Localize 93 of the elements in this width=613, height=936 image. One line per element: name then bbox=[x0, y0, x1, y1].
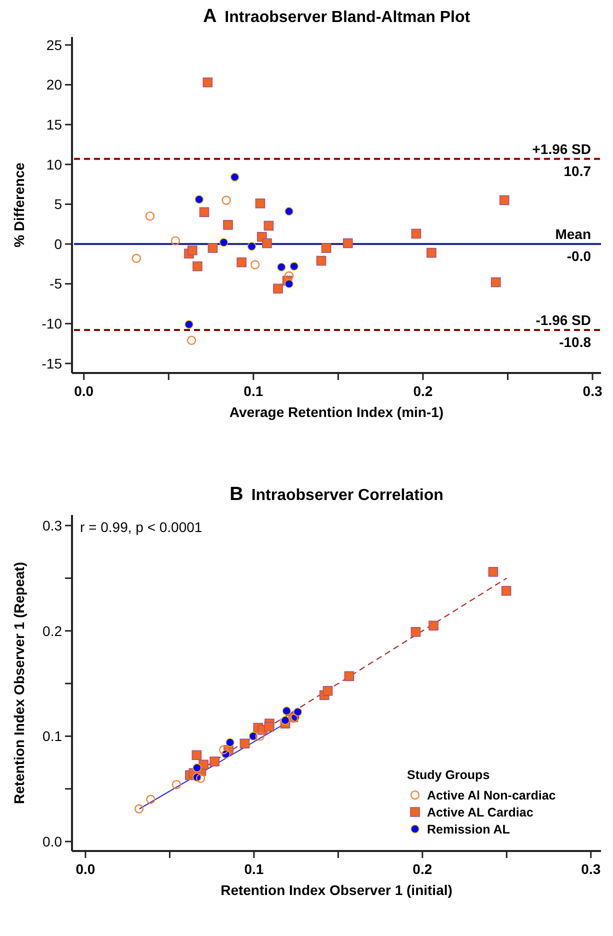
point bbox=[172, 780, 182, 790]
y-tick-label: 15 bbox=[46, 116, 62, 132]
chart-title: B Intraobserver Correlation bbox=[230, 484, 444, 505]
point bbox=[250, 260, 260, 270]
point bbox=[255, 732, 264, 741]
chart-title: A Intraobserver Bland-Altman Plot bbox=[202, 6, 471, 27]
x-tick-label: 0.1 bbox=[244, 861, 264, 877]
y-tick-label: 0.1 bbox=[42, 728, 62, 744]
point bbox=[236, 257, 246, 268]
point bbox=[202, 77, 213, 88]
x-tick-label: 0.3 bbox=[581, 861, 601, 877]
point bbox=[316, 256, 326, 266]
point bbox=[208, 243, 218, 253]
y-tick-label: -5 bbox=[50, 276, 62, 292]
point bbox=[240, 738, 250, 748]
y-tick-label: 5 bbox=[54, 196, 62, 212]
point bbox=[222, 196, 231, 205]
legend-label: Active Al Non-cardiac bbox=[427, 788, 556, 802]
annotation: -10.8 bbox=[559, 334, 592, 350]
point bbox=[280, 716, 290, 725]
ref-line-label: Mean bbox=[555, 226, 591, 242]
point bbox=[284, 279, 294, 288]
point bbox=[210, 756, 220, 766]
point bbox=[262, 238, 272, 248]
y-tick-label: 25 bbox=[46, 36, 62, 53]
point bbox=[293, 708, 302, 716]
y-tick-label: 0.3 bbox=[42, 517, 62, 534]
ref-line-label: +1.96 SD bbox=[532, 140, 591, 157]
legend-label: Remission AL bbox=[427, 822, 510, 836]
x-axis-title: Retention Index Observer 1 (initial) bbox=[220, 882, 452, 898]
y-tick-label: -15 bbox=[42, 355, 62, 372]
point bbox=[490, 277, 501, 288]
point bbox=[264, 220, 274, 231]
annotation: r = 0.99, p < 0.0001 bbox=[80, 519, 202, 535]
y-tick-label: -10 bbox=[42, 316, 62, 332]
x-tick-label: 0.0 bbox=[76, 861, 96, 877]
point bbox=[255, 198, 266, 208]
point bbox=[410, 627, 421, 637]
point bbox=[186, 336, 196, 345]
annotation: -0.0 bbox=[566, 248, 592, 264]
point bbox=[321, 243, 332, 253]
point bbox=[192, 763, 202, 772]
y-tick-label: 0 bbox=[54, 236, 62, 252]
x-tick-label: 0.3 bbox=[582, 383, 602, 399]
point bbox=[344, 671, 354, 682]
x-tick-label: 0.2 bbox=[412, 861, 432, 877]
point bbox=[132, 254, 142, 263]
point bbox=[146, 794, 156, 804]
point bbox=[264, 722, 274, 732]
ref-line-label: -1.96 SD bbox=[536, 312, 591, 328]
point bbox=[322, 686, 333, 696]
y-tick-label: 20 bbox=[46, 76, 62, 93]
x-tick-label: 0.1 bbox=[244, 383, 264, 399]
point bbox=[184, 320, 194, 329]
point bbox=[196, 774, 206, 783]
legend-label: Active AL Cardiac bbox=[427, 805, 534, 820]
y-tick-label: 10 bbox=[46, 156, 62, 172]
point bbox=[134, 804, 144, 814]
point bbox=[187, 245, 198, 256]
point bbox=[223, 220, 233, 230]
y-axis-title: % Difference bbox=[11, 162, 27, 248]
point bbox=[501, 586, 512, 596]
point bbox=[170, 236, 180, 246]
point bbox=[282, 706, 292, 716]
x-axis-title: Average Retention Index (min-1) bbox=[229, 404, 444, 420]
point bbox=[411, 228, 422, 239]
point bbox=[284, 206, 294, 216]
point bbox=[199, 207, 210, 218]
point bbox=[273, 284, 283, 294]
point bbox=[192, 750, 202, 760]
point bbox=[284, 271, 294, 280]
point bbox=[219, 745, 228, 754]
legend-title: Study Groups bbox=[407, 768, 490, 782]
point bbox=[145, 212, 155, 221]
point bbox=[230, 172, 240, 182]
point bbox=[247, 242, 256, 251]
point bbox=[426, 248, 436, 258]
point bbox=[276, 262, 286, 272]
y-tick-label: 0.2 bbox=[42, 622, 62, 639]
x-tick-label: 0.2 bbox=[413, 383, 433, 399]
point bbox=[192, 261, 202, 272]
x-tick-label: 0.0 bbox=[74, 383, 94, 399]
point bbox=[290, 262, 299, 271]
point bbox=[499, 195, 510, 206]
point bbox=[194, 195, 204, 204]
point bbox=[488, 566, 498, 577]
annotation: 10.7 bbox=[564, 162, 592, 179]
point bbox=[342, 238, 353, 248]
point bbox=[226, 738, 234, 747]
y-axis-title: Retention Index Observer 1 (Repeat) bbox=[11, 562, 27, 804]
point bbox=[219, 238, 228, 247]
y-tick-label: 0.0 bbox=[42, 833, 62, 850]
point bbox=[428, 620, 438, 630]
